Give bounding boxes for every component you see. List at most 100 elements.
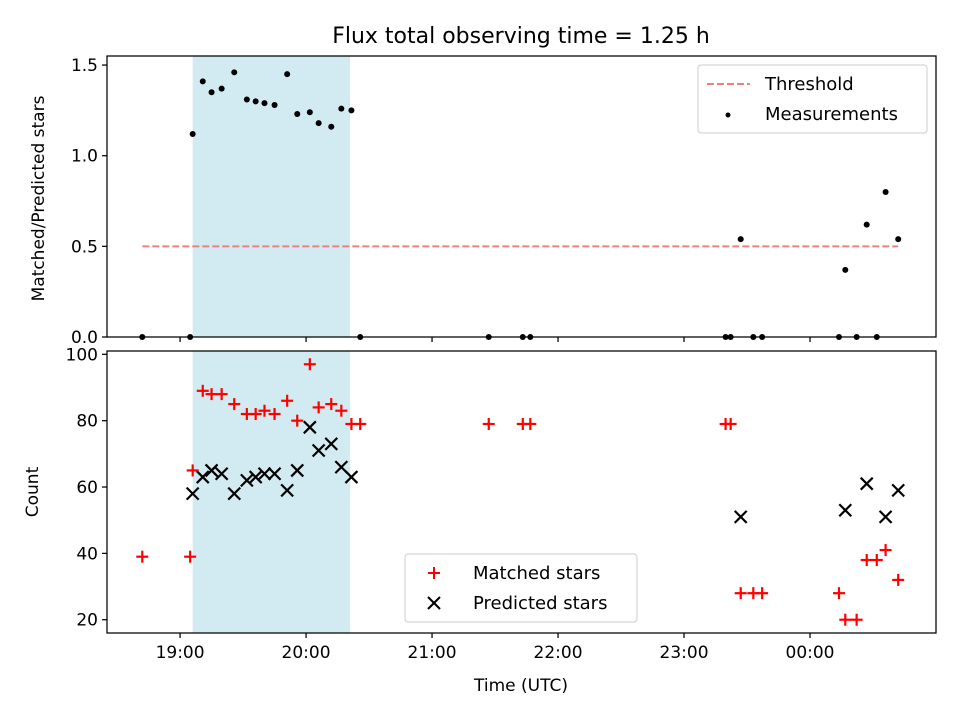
plot-frame — [106, 55, 937, 338]
legend-matched-swatch — [428, 567, 440, 579]
measurement-point — [863, 221, 870, 228]
x-tick-label: 20:00 — [282, 643, 331, 663]
matched-point — [215, 388, 228, 401]
y-axis-ticks: 0.0 0.5 1.0 1.5 — [71, 56, 107, 348]
y-tick-label: 80 — [76, 412, 98, 432]
legend-predicted-swatch — [427, 596, 441, 610]
matched-point — [482, 417, 495, 430]
matched-point — [205, 388, 218, 401]
ratio-panel: 0.0 0.5 1.0 1.5 Matched/Predicted stars Thr… — [29, 55, 937, 348]
y-axis-label: Count — [23, 466, 43, 517]
measurement-point — [315, 120, 322, 127]
matched-point — [832, 587, 845, 600]
predicted-point — [214, 466, 229, 481]
predicted-point — [838, 503, 853, 518]
x-tick-label: 21:00 — [408, 643, 457, 663]
matched-point — [724, 417, 737, 430]
x-tick-label: 22:00 — [534, 643, 583, 663]
predicted-point — [204, 463, 219, 478]
matched-point — [335, 404, 348, 417]
measurement-point — [218, 85, 225, 92]
predicted-point — [859, 476, 874, 491]
measurement-point — [737, 236, 744, 243]
legend-box — [697, 64, 928, 134]
matched-point — [196, 384, 209, 397]
y-tick-label: 0.5 — [71, 237, 98, 257]
measurement-point — [842, 266, 849, 273]
predicted-point — [334, 460, 349, 474]
matched-point — [303, 358, 316, 371]
measurement-point — [895, 236, 902, 243]
measurement-point — [199, 78, 206, 85]
matched-point — [734, 587, 747, 600]
predicted-point — [891, 483, 905, 498]
y-axis-label: Matched/Predicted stars — [29, 95, 49, 301]
count-panel: 20 40 60 80 100 19:00 20:00 21:00 22:00 23:00 00:… — [23, 345, 937, 696]
matched-point — [892, 573, 905, 586]
legend-predicted-label: Predicted stars — [473, 593, 607, 614]
matched-point — [268, 408, 281, 421]
predicted-point — [185, 486, 200, 501]
predicted-point — [733, 510, 748, 524]
predicted-point — [311, 443, 326, 458]
predicted-points — [185, 420, 905, 524]
x-axis-ticks — [179, 337, 811, 342]
predicted-point — [303, 420, 317, 435]
predicted-point — [240, 473, 254, 488]
measurement-point — [252, 98, 259, 105]
legend-threshold-label: Threshold — [764, 74, 854, 95]
matched-point — [839, 613, 852, 626]
measurement-point — [271, 101, 278, 108]
measurement-point — [328, 123, 335, 130]
legend-matched-label: Matched stars — [473, 563, 600, 584]
predicted-point — [344, 470, 359, 484]
legend-measurement-label: Measurements — [765, 104, 898, 125]
matched-point — [281, 394, 294, 407]
x-tick-label: 23:00 — [660, 643, 709, 663]
matched-points — [136, 358, 905, 626]
matched-point — [312, 401, 325, 414]
matched-point — [228, 398, 241, 411]
matched-point — [756, 587, 769, 600]
legend-box — [404, 553, 638, 623]
matched-point — [184, 550, 197, 563]
matched-point — [870, 554, 883, 567]
measurement-point — [243, 96, 250, 103]
legend-measurement-swatch — [725, 112, 731, 118]
measurement-point — [338, 105, 345, 112]
matched-point — [879, 544, 892, 557]
predicted-point — [267, 466, 282, 481]
legend: Matched stars Predicted stars — [404, 553, 638, 623]
y-tick-label: 40 — [76, 544, 98, 564]
y-tick-label: 60 — [76, 478, 98, 498]
measurement-point — [189, 130, 196, 137]
matched-point — [136, 550, 149, 563]
y-tick-label: 0.0 — [71, 328, 98, 348]
x-axis-ticks: 19:00 20:00 21:00 22:00 23:00 00:00 — [156, 633, 835, 663]
y-tick-label: 100 — [66, 345, 98, 365]
y-tick-label: 20 — [76, 611, 98, 631]
matched-point — [291, 414, 304, 427]
predicted-point — [280, 483, 294, 498]
predicted-point — [248, 470, 263, 484]
x-axis-label: Time (UTC) — [473, 676, 568, 696]
matched-point — [860, 554, 873, 567]
predicted-point — [257, 466, 272, 481]
y-axis-ticks: 20 40 60 80 100 — [66, 345, 107, 631]
predicted-point — [290, 463, 305, 478]
matched-point — [850, 613, 863, 626]
y-tick-label: 1.5 — [71, 56, 98, 76]
plot-frame — [106, 350, 937, 634]
predicted-point — [324, 437, 339, 451]
x-tick-label: 19:00 — [156, 643, 205, 663]
measurement-point — [306, 109, 313, 116]
matched-point — [186, 464, 199, 477]
predicted-point — [878, 510, 893, 524]
measurement-point — [882, 188, 889, 195]
measurement-point — [208, 89, 215, 96]
measurement-point — [261, 100, 268, 107]
observing-span — [192, 351, 351, 633]
measurement-point — [284, 71, 291, 78]
chart-title: Flux total observing time = 1.25 h — [332, 24, 710, 49]
